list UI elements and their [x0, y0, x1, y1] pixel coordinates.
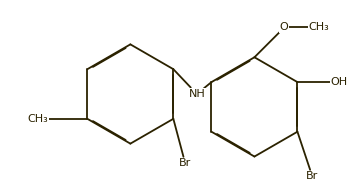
- Text: CH₃: CH₃: [27, 114, 48, 124]
- Text: OH: OH: [330, 77, 348, 87]
- Text: Br: Br: [306, 171, 319, 181]
- Text: NH: NH: [189, 89, 205, 99]
- Text: O: O: [280, 22, 289, 33]
- Text: Br: Br: [179, 159, 192, 168]
- Text: CH₃: CH₃: [309, 22, 329, 33]
